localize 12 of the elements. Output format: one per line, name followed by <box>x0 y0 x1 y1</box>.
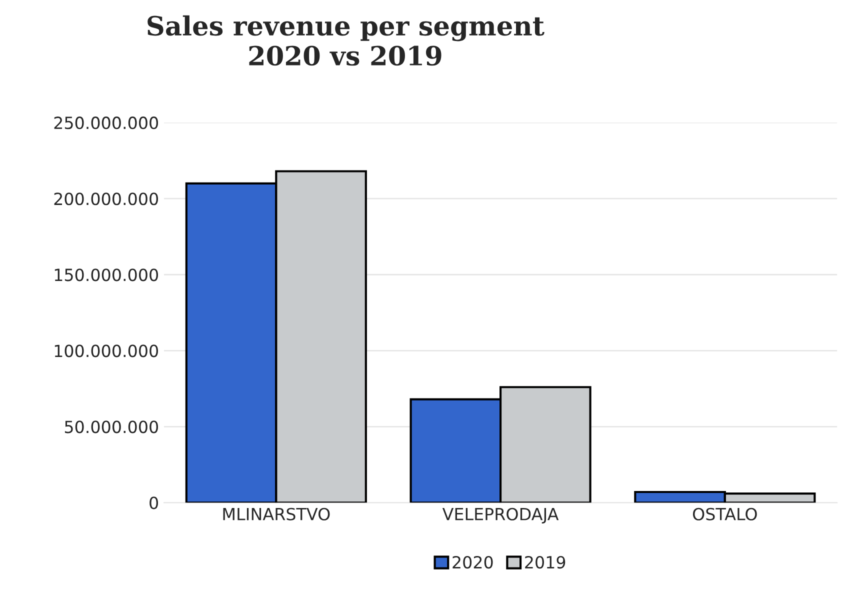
y-tick-label: 150.000.000 <box>54 268 158 282</box>
y-tick-label: 250.000.000 <box>54 116 158 130</box>
x-tick-label: VELEPRODAJA <box>442 508 559 524</box>
y-tick-label: 50.000.000 <box>64 420 158 434</box>
legend-label: 2020 <box>452 556 493 569</box>
y-tick-label: 0 <box>150 496 158 510</box>
x-tick-label: OSTALO <box>692 508 757 520</box>
y-tick-label: 100.000.000 <box>54 344 158 358</box>
chart-title: Sales revenue per segment 2020 vs 2019 <box>148 15 544 66</box>
legend-label: 2019 <box>525 556 566 569</box>
y-tick-label: 200.000.000 <box>54 192 158 206</box>
x-tick-label: MLINARSTVO <box>223 508 330 520</box>
